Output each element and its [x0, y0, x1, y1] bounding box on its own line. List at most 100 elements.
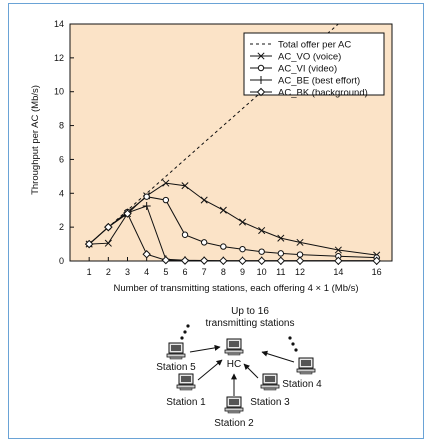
hc-computer-icon: [224, 338, 244, 356]
data-point: [334, 246, 342, 254]
legend-label: AC_VO (voice): [278, 52, 341, 63]
data-point: [180, 256, 190, 265]
data-point: [334, 256, 343, 266]
data-point: [258, 226, 266, 235]
data-point: [277, 250, 285, 257]
arrow-station1-hc: [197, 359, 223, 381]
network-diagram: Up to 16 transmitting stations HC Statio…: [156, 306, 322, 429]
x-tick-label: 5: [163, 267, 168, 277]
series-layer: [84, 23, 381, 266]
y-axis: 0 2 4 6 8 10 12 14: [54, 19, 74, 266]
data-point: [257, 76, 265, 84]
data-point: [257, 64, 265, 72]
data-point: [162, 179, 170, 187]
data-point: [199, 256, 209, 265]
data-point: [295, 256, 305, 266]
data-point: [257, 256, 266, 266]
data-point: [372, 256, 381, 266]
x-tick-label: 8: [221, 267, 226, 277]
x-tick-label: 7: [202, 267, 207, 277]
x-tick-label: 11: [276, 267, 285, 277]
legend-entry: AC_VI (video): [250, 64, 337, 75]
arrow-station3-hc: [243, 363, 259, 379]
y-axis-label: Throughput per AC (Mb/s): [30, 85, 41, 195]
data-point: [143, 193, 150, 200]
arrows: [189, 344, 295, 396]
legend-label: Total offer per AC: [278, 40, 351, 51]
x-tick-label: 2: [106, 267, 111, 277]
x-tick-label: 6: [182, 267, 187, 277]
y-tick-label: 4: [59, 188, 64, 198]
station-5-label: Station 5: [156, 362, 196, 373]
data-point: [84, 239, 94, 249]
diagram-title-line1: Up to 16: [231, 306, 269, 317]
x-tick-label: 10: [257, 267, 267, 277]
legend-label: AC_BK (background): [278, 88, 368, 99]
station-2-label: Station 2: [214, 418, 254, 429]
x-tick-label: 3: [125, 267, 130, 277]
legend-entry: AC_VO (voice): [250, 52, 341, 63]
legend-entry: Total offer per AC: [250, 40, 351, 51]
data-point: [123, 209, 132, 218]
data-point: [258, 248, 265, 255]
data-point: [220, 243, 227, 250]
data-point: [200, 196, 208, 204]
data-point: [296, 251, 304, 258]
x-tick-label: 12: [295, 267, 305, 277]
x-tick-label: 9: [240, 267, 245, 277]
dots-right: [288, 336, 298, 352]
x-axis-label: Number of transmitting stations, each of…: [113, 283, 358, 294]
data-point: [257, 52, 265, 60]
y-tick-label: 8: [59, 121, 64, 131]
hc-label: HC: [227, 359, 241, 370]
data-point: [238, 218, 247, 226]
data-point: [181, 182, 189, 190]
data-point: [200, 239, 208, 246]
station-1-computer-icon: [176, 373, 196, 391]
legend-label: AC_VI (video): [278, 64, 337, 75]
arrow-station4-hc: [261, 350, 295, 363]
diagram-title-line2: transmitting stations: [206, 318, 295, 329]
y-tick-label: 6: [59, 154, 64, 164]
data-point: [104, 239, 112, 247]
station-1-label: Station 1: [166, 397, 206, 408]
x-tick-label: 4: [144, 267, 149, 277]
data-point: [219, 256, 228, 266]
data-point: [238, 256, 247, 266]
data-point: [142, 201, 151, 210]
legend-box: [243, 32, 385, 96]
data-point: [161, 255, 171, 265]
station-3-computer-icon: [260, 373, 280, 391]
data-point: [276, 256, 286, 266]
y-tick-label: 10: [54, 87, 64, 97]
station-5-computer-icon: [166, 342, 186, 360]
station-3-label: Station 3: [250, 397, 290, 408]
dots-left: [180, 324, 190, 340]
y-tick-label: 12: [54, 53, 64, 63]
data-point: [104, 222, 113, 232]
data-point: [162, 196, 170, 204]
data-point: [239, 245, 246, 253]
station-4-computer-icon: [296, 357, 316, 375]
legend-entry: AC_BK (background): [250, 88, 368, 99]
legend-label: AC_BE (best effort): [278, 76, 360, 87]
x-tick-label: 1: [87, 267, 92, 277]
data-point: [256, 87, 266, 97]
station-2-computer-icon: [224, 396, 244, 414]
legend-entry: AC_BE (best effort): [250, 76, 360, 87]
series-line: [88, 196, 377, 259]
x-tick-label: 16: [372, 267, 382, 277]
data-point: [277, 234, 285, 242]
data-point: [181, 231, 189, 238]
arrow-station5-hc: [189, 344, 221, 353]
y-tick-label: 14: [54, 19, 64, 29]
station-4-label: Station 4: [282, 379, 322, 390]
data-point: [142, 250, 151, 259]
series-4: [84, 209, 381, 266]
y-tick-label: 0: [59, 256, 64, 266]
y-tick-label: 2: [59, 222, 64, 232]
data-point: [296, 238, 304, 246]
